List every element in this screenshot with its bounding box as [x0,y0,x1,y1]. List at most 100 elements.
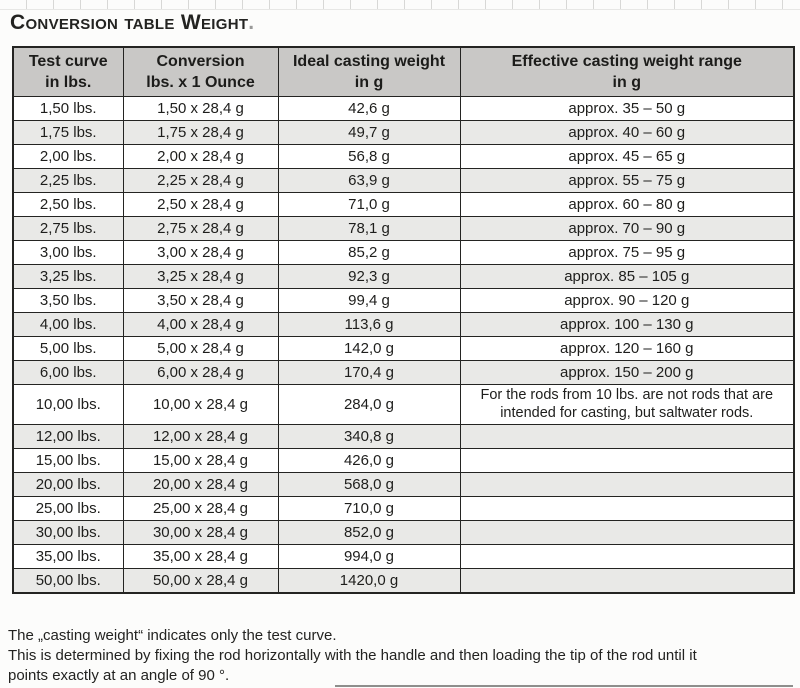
cell-conversion: 50,00 x 28,4 g [122,568,279,594]
cell-range: approx. 100 – 130 g [459,312,795,338]
cell-conversion: 10,00 x 28,4 g [122,384,279,425]
cell-conversion: 2,00 x 28,4 g [122,144,279,170]
table-row: 4,00 lbs. 4,00 x 28,4 g 113,6 g approx. 100… [12,312,795,338]
cell-ideal-weight: 71,0 g [277,192,461,218]
cell-test-curve: 25,00 lbs. [12,496,124,521]
cell-test-curve: 2,00 lbs. [12,144,124,170]
cell-conversion: 5,00 x 28,4 g [122,336,279,362]
cell-test-curve: 30,00 lbs. [12,520,124,545]
cell-ideal-weight: 1420,0 g [277,568,461,594]
conversion-table: Test curve in lbs. Conversion lbs. x 1 O… [12,46,795,594]
page-title-dot: . [248,11,255,34]
cell-conversion: 35,00 x 28,4 g [122,544,279,569]
cell-conversion: 30,00 x 28,4 g [122,520,279,545]
cell-conversion: 4,00 x 28,4 g [122,312,279,338]
cell-test-curve: 3,50 lbs. [12,288,124,314]
cell-conversion: 6,00 x 28,4 g [122,360,279,386]
cell-range: approx. 70 – 90 g [459,216,795,242]
cell-conversion: 12,00 x 28,4 g [122,424,279,449]
table-row: 50,00 lbs. 50,00 x 28,4 g 1420,0 g [12,568,795,594]
table-row: 2,00 lbs. 2,00 x 28,4 g 56,8 g approx. 45 –… [12,144,795,170]
table-row: 3,50 lbs. 3,50 x 28,4 g 99,4 g approx. 90 –… [12,288,795,314]
cell-range [459,544,795,569]
table-row: 3,25 lbs. 3,25 x 28,4 g 92,3 g approx. 85 –… [12,264,795,290]
cell-test-curve: 4,00 lbs. [12,312,124,338]
table-row: 30,00 lbs. 30,00 x 28,4 g 852,0 g [12,520,795,545]
table-row: 10,00 lbs. 10,00 x 28,4 g 284,0 g For the r… [12,384,795,425]
table-row: 15,00 lbs. 15,00 x 28,4 g 426,0 g [12,448,795,473]
cell-range [459,568,795,594]
table-row: 20,00 lbs. 20,00 x 28,4 g 568,0 g [12,472,795,497]
cell-test-curve: 12,00 lbs. [12,424,124,449]
cell-ideal-weight: 426,0 g [277,448,461,473]
table-row: 25,00 lbs. 25,00 x 28,4 g 710,0 g [12,496,795,521]
cell-ideal-weight: 78,1 g [277,216,461,242]
cell-range [459,472,795,497]
cell-ideal-weight: 56,8 g [277,144,461,170]
cell-range: approx. 120 – 160 g [459,336,795,362]
cell-ideal-weight: 852,0 g [277,520,461,545]
cell-range: approx. 40 – 60 g [459,120,795,146]
header-line: in lbs. [45,74,92,92]
page-title-text: Conversion table Weight [10,11,249,34]
cell-test-curve: 2,75 lbs. [12,216,124,242]
table-row: 5,00 lbs. 5,00 x 28,4 g 142,0 g approx. 120… [12,336,795,362]
cell-test-curve: 10,00 lbs. [12,384,124,425]
cell-conversion: 2,50 x 28,4 g [122,192,279,218]
header-conversion: Conversion lbs. x 1 Ounce [122,46,279,98]
header-line: Effective casting weight range [511,53,742,70]
footer-note: The „casting weight“ indicates only the … [8,626,700,686]
cell-test-curve: 3,25 lbs. [12,264,124,290]
table-row: 2,75 lbs. 2,75 x 28,4 g 78,1 g approx. 70 –… [12,216,795,242]
table-row: 6,00 lbs. 6,00 x 28,4 g 170,4 g approx. 150… [12,360,795,386]
cell-conversion: 20,00 x 28,4 g [122,472,279,497]
cell-ideal-weight: 710,0 g [277,496,461,521]
ruler-tick-strip [0,0,800,10]
table-row: 2,25 lbs. 2,25 x 28,4 g 63,9 g approx. 55 –… [12,168,795,194]
cell-test-curve: 2,25 lbs. [12,168,124,194]
cell-ideal-weight: 92,3 g [277,264,461,290]
header-ideal-weight: Ideal casting weight in g [277,46,461,98]
table-row: 1,75 lbs. 1,75 x 28,4 g 49,7 g approx. 40 –… [12,120,795,146]
cell-ideal-weight: 99,4 g [277,288,461,314]
header-row: Test curve in lbs. Conversion lbs. x 1 O… [12,46,795,98]
cell-test-curve: 3,00 lbs. [12,240,124,266]
cell-test-curve: 1,50 lbs. [12,96,124,122]
header-line: in g [612,74,641,92]
cell-range [459,448,795,473]
cell-conversion: 1,75 x 28,4 g [122,120,279,146]
table-row: 1,50 lbs. 1,50 x 28,4 g 42,6 g approx. 35 –… [12,96,795,122]
cell-conversion: 1,50 x 28,4 g [122,96,279,122]
cell-range [459,520,795,545]
header-line: lbs. x 1 Ounce [146,74,255,92]
cell-test-curve: 35,00 lbs. [12,544,124,569]
cell-ideal-weight: 49,7 g [277,120,461,146]
table-row: 3,00 lbs. 3,00 x 28,4 g 85,2 g approx. 75 –… [12,240,795,266]
cell-range: approx. 55 – 75 g [459,168,795,194]
cell-test-curve: 50,00 lbs. [12,568,124,594]
header-line: Conversion [156,53,245,70]
cell-conversion: 3,50 x 28,4 g [122,288,279,314]
cell-conversion: 3,25 x 28,4 g [122,264,279,290]
cell-ideal-weight: 63,9 g [277,168,461,194]
cell-test-curve: 1,75 lbs. [12,120,124,146]
cell-conversion: 25,00 x 28,4 g [122,496,279,521]
cell-ideal-weight: 170,4 g [277,360,461,386]
cell-range: approx. 85 – 105 g [459,264,795,290]
cell-test-curve: 6,00 lbs. [12,360,124,386]
cell-conversion: 15,00 x 28,4 g [122,448,279,473]
table-body: 1,50 lbs. 1,50 x 28,4 g 42,6 g approx. 35 –… [12,96,795,594]
cell-range: For the rods from 10 lbs. are not rods t… [459,384,795,425]
header-effective-range: Effective casting weight range in g [459,46,795,98]
footer-line-1: The „casting weight“ indicates only the … [8,627,337,644]
cell-ideal-weight: 142,0 g [277,336,461,362]
cell-range [459,424,795,449]
cell-ideal-weight: 284,0 g [277,384,461,425]
cell-ideal-weight: 568,0 g [277,472,461,497]
cell-conversion: 3,00 x 28,4 g [122,240,279,266]
cell-range: approx. 45 – 65 g [459,144,795,170]
page-title: Conversion table Weight. [10,11,254,35]
table-row: 12,00 lbs. 12,00 x 28,4 g 340,8 g [12,424,795,449]
cell-range: approx. 60 – 80 g [459,192,795,218]
cell-range: approx. 150 – 200 g [459,360,795,386]
